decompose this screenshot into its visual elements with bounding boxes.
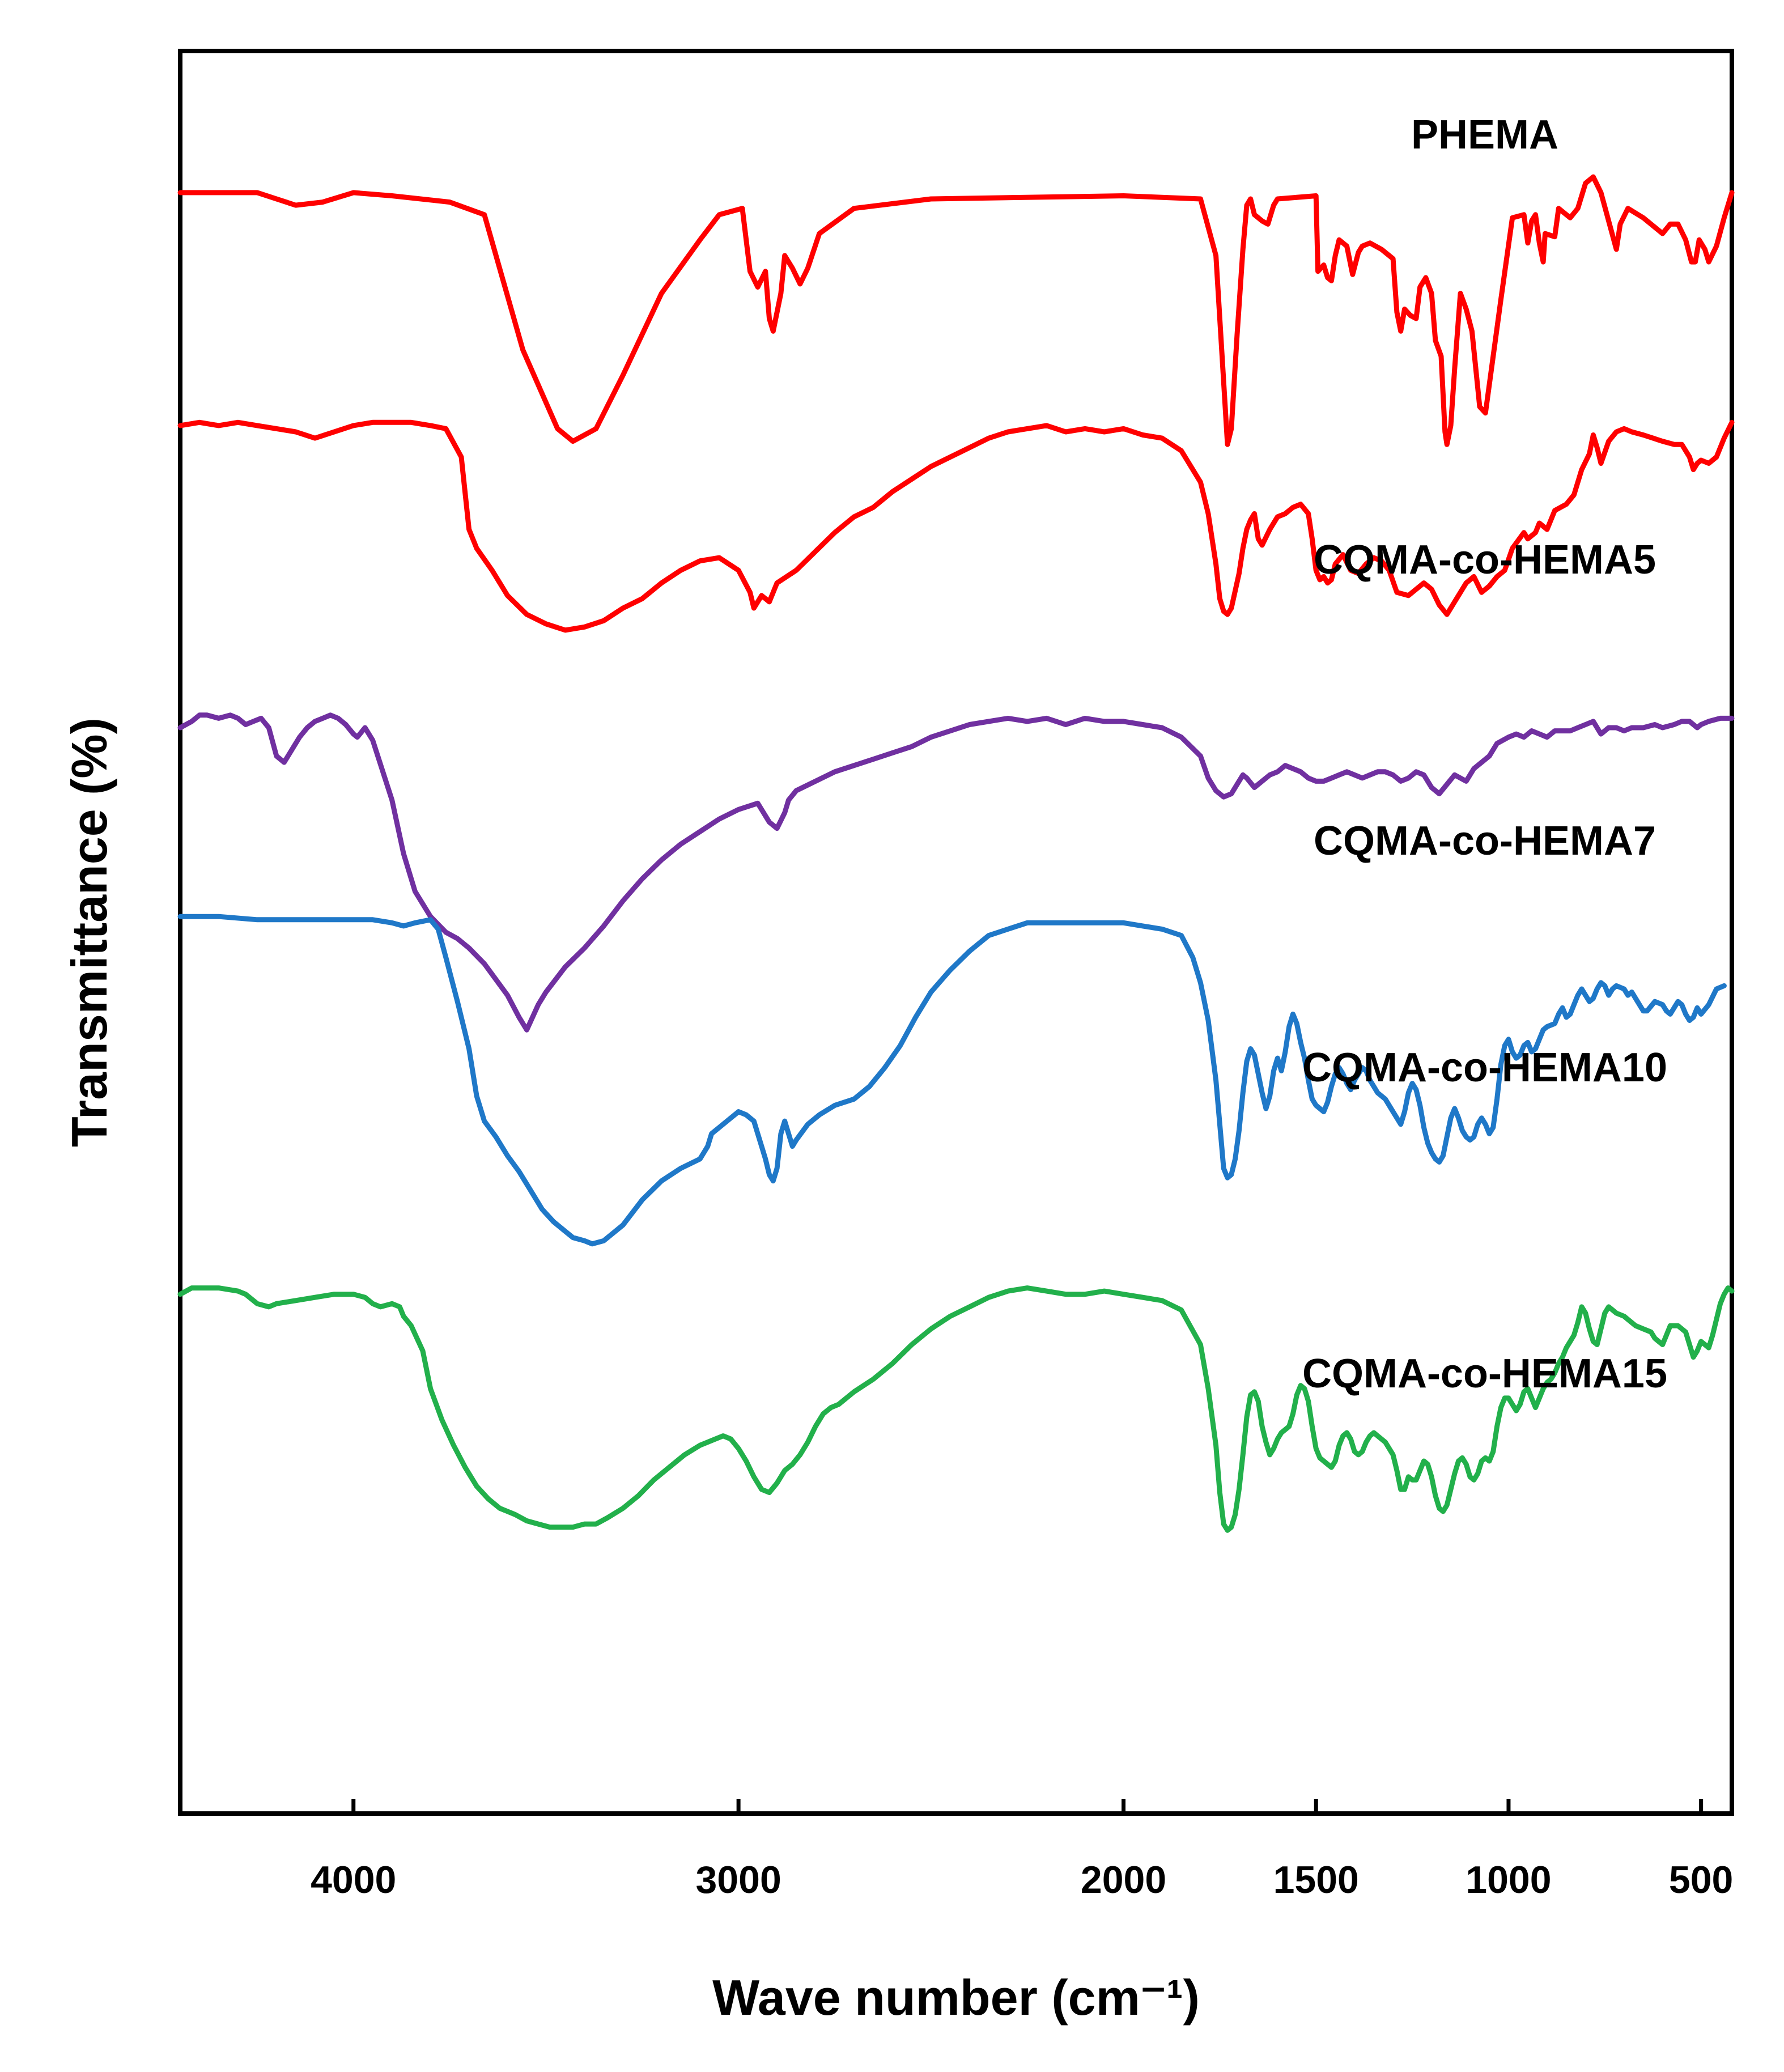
series-line-cqma-co-hema10 — [177, 914, 1727, 1247]
series-layer — [177, 174, 1735, 1533]
series-label-cqma-co-hema7: CQMA-co-HEMA7 — [1314, 818, 1656, 864]
x-tick-label-500: 500 — [1669, 1858, 1733, 1901]
series-labels: PHEMA CQMA-co-HEMA5 CQMA-co-HEMA7 CQMA-co-H… — [1302, 112, 1667, 1396]
series-line-phema — [177, 174, 1735, 447]
series-line-cqma-co-hema5 — [177, 419, 1735, 633]
series-label-phema: PHEMA — [1411, 112, 1558, 158]
x-tick-label-3000: 3000 — [695, 1858, 781, 1901]
series-label-cqma-co-hema15: CQMA-co-HEMA15 — [1302, 1351, 1667, 1396]
x-tick-label-1000: 1000 — [1466, 1858, 1551, 1901]
plot-frame — [178, 49, 1734, 1816]
x-tick-label-1500: 1500 — [1273, 1858, 1359, 1901]
x-tick-label-2000: 2000 — [1081, 1858, 1166, 1901]
x-axis: 4000 3000 2000 1500 1000 500 — [311, 1799, 1733, 1901]
series-label-cqma-co-hema5: CQMA-co-HEMA5 — [1314, 537, 1656, 583]
series-label-cqma-co-hema10: CQMA-co-HEMA10 — [1302, 1045, 1667, 1090]
y-axis-title: Transmittance (%) — [61, 717, 117, 1147]
series-line-cqma-co-hema15 — [177, 1285, 1735, 1533]
series-line-cqma-co-hema7 — [177, 712, 1735, 1033]
x-axis-title: Wave number (cm⁻¹) — [712, 1969, 1200, 2026]
x-tick-label-4000: 4000 — [311, 1858, 396, 1901]
